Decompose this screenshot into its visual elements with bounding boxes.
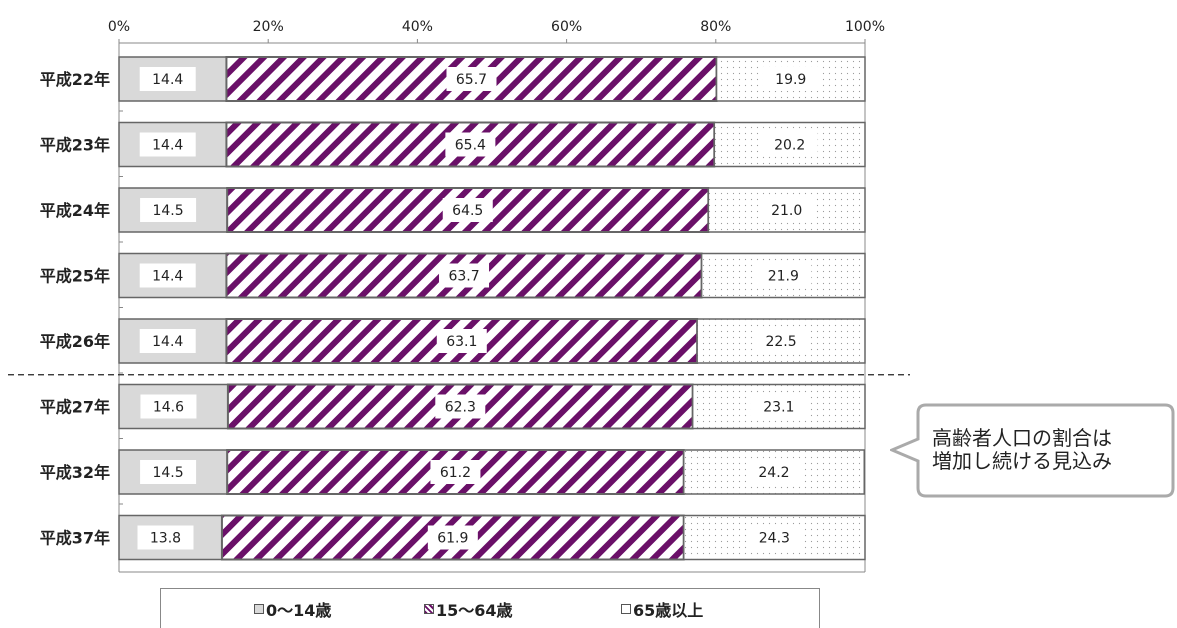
x-tick-label: 80% [700, 19, 731, 35]
data-label-bg [139, 263, 196, 288]
callout-bubble [890, 403, 1175, 498]
data-label-working: 63.7 [448, 269, 479, 285]
data-label-bg [140, 460, 197, 484]
data-label-young: 14.4 [152, 138, 183, 154]
data-label-bg [446, 67, 497, 91]
data-label-young: 14.5 [152, 203, 183, 219]
data-label-bg [436, 329, 487, 353]
data-label-bg [435, 394, 486, 419]
data-label-bg [139, 132, 196, 157]
category-label: 平成32年 [40, 463, 110, 482]
data-label-old: 21.0 [771, 203, 802, 219]
data-label-old: 19.9 [775, 72, 806, 88]
data-label-young: 14.4 [152, 334, 183, 350]
legend-item-old: 65歳以上 [621, 597, 703, 621]
data-label-old: 24.2 [758, 465, 789, 481]
data-label-bg [445, 132, 496, 157]
x-tick-label: 20% [253, 19, 284, 35]
x-tick-label: 40% [402, 19, 433, 35]
data-label-bg [139, 67, 196, 91]
data-label-bg [753, 329, 810, 353]
data-label-working: 62.3 [445, 400, 476, 416]
data-label-young: 14.5 [152, 465, 183, 481]
data-label-bg [140, 394, 197, 419]
legend-item-young: 0～14歳 [254, 597, 331, 621]
data-label-bg [139, 329, 196, 353]
callout-line-2: 増加し続ける見込み [932, 449, 1112, 473]
data-label-bg [427, 525, 478, 550]
data-label-working: 61.2 [440, 465, 471, 481]
data-label-working: 63.1 [446, 334, 477, 350]
category-label: 平成22年 [40, 70, 110, 89]
data-label-working: 64.5 [452, 203, 483, 219]
data-label-working: 61.9 [437, 531, 468, 547]
x-tick-label: 100% [845, 19, 885, 35]
x-tick-label: 0% [108, 19, 130, 35]
legend-swatch-old [621, 604, 631, 614]
data-label-bg [745, 460, 802, 484]
data-label-old: 23.1 [763, 400, 794, 416]
legend-label-old: 65歳以上 [633, 601, 704, 620]
data-label-old: 22.5 [765, 334, 796, 350]
data-label-young: 14.6 [153, 400, 184, 416]
data-label-bg [442, 198, 493, 222]
data-label-bg [755, 263, 812, 288]
category-label: 平成25年 [40, 267, 110, 286]
data-label-old: 24.3 [759, 531, 790, 547]
bar-segment-working [226, 449, 685, 495]
data-label-bg [746, 525, 803, 550]
data-label-bg [439, 263, 490, 288]
data-label-old: 20.2 [774, 138, 805, 154]
category-label: 平成24年 [40, 201, 110, 220]
category-label: 平成27年 [40, 398, 110, 417]
category-label: 平成23年 [40, 136, 110, 155]
legend-item-working: 15～64歳 [424, 597, 513, 621]
legend-label-working: 15～64歳 [436, 601, 513, 620]
legend-swatch-working [424, 604, 434, 614]
data-label-bg [140, 198, 197, 222]
data-label-bg [430, 460, 481, 484]
x-tick-label: 60% [551, 19, 582, 35]
legend-label-young: 0～14歳 [266, 601, 332, 620]
legend-swatch-young [254, 604, 264, 614]
data-label-young: 14.4 [152, 72, 183, 88]
callout-text: 高齢者人口の割合は 増加し続ける見込み [932, 427, 1172, 473]
legend: 0～14歳 15～64歳 65歳以上 [160, 588, 820, 628]
callout-line-1: 高齢者人口の割合は [932, 426, 1112, 450]
data-label-bg [762, 67, 819, 91]
data-label-young: 14.4 [152, 269, 183, 285]
data-label-bg [761, 132, 818, 157]
data-label-bg [758, 198, 815, 222]
data-label-working: 65.4 [455, 138, 486, 154]
category-label: 平成37年 [40, 529, 110, 548]
data-label-working: 65.7 [456, 72, 487, 88]
data-label-bg [137, 525, 194, 550]
data-label-young: 13.8 [150, 531, 181, 547]
category-label: 平成26年 [40, 332, 110, 351]
data-label-old: 21.9 [768, 269, 799, 285]
data-label-bg [750, 394, 807, 419]
